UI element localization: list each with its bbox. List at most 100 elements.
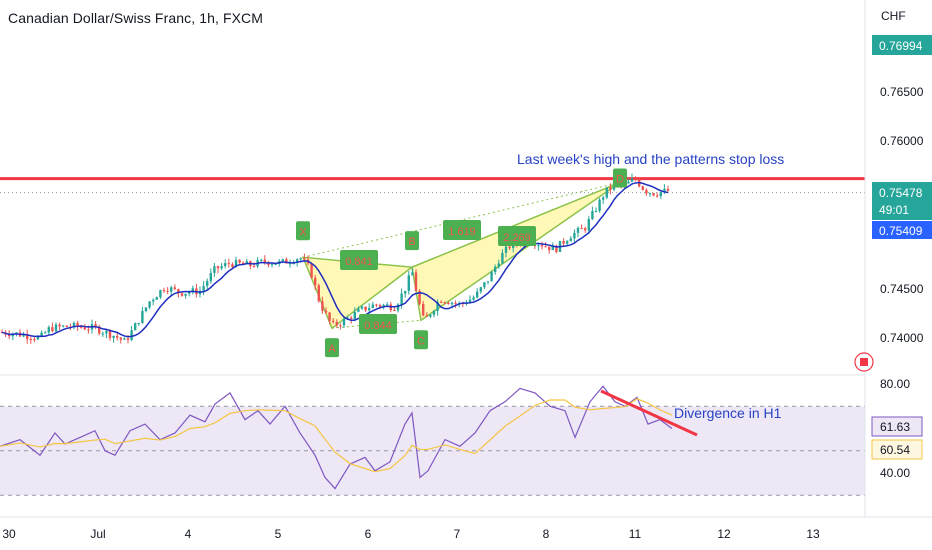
candle [472,297,475,300]
rsi-tag [871,416,923,437]
rsi-ma-tag-value: 60.54 [880,443,910,457]
candle [40,332,43,337]
candle [580,227,583,229]
candle [425,315,428,317]
candle [224,263,227,267]
candle [281,259,284,262]
candle [587,219,590,231]
rsi-tick: 80.00 [880,377,910,391]
price-tag-top-value: 0.76994 [879,39,923,53]
candle [418,290,421,304]
pattern-point-box [405,231,419,251]
candle [33,339,36,341]
candle [357,308,360,312]
candle [324,310,328,313]
candle [407,275,410,291]
candle [220,266,223,269]
divergence-annotation: Divergence in H1 [674,405,782,421]
price-pane [0,173,865,344]
candle [112,335,115,338]
candle [234,259,238,267]
ratio-label: 0.844 [364,320,392,332]
candle [443,302,446,304]
divergence-line [600,389,698,437]
ratio-label: 0.841 [345,256,373,268]
candle [454,302,457,304]
candle [486,281,490,283]
candle [216,266,220,269]
time-tick: 12 [717,527,731,541]
price-tag-countdown: 49:01 [879,203,909,217]
candle [184,293,187,296]
candle [562,240,565,244]
time-tick: 7 [454,527,461,541]
canada-flag-icon [860,358,868,366]
candle [180,293,184,296]
candle [429,314,432,317]
candle [508,246,511,249]
price-tag-ma-value: 0.75409 [879,224,923,238]
candle [648,193,652,195]
candle [231,264,234,267]
candle [346,317,349,319]
candle [191,288,194,293]
candle [483,282,486,288]
candle [321,301,324,311]
candle [177,288,180,294]
pattern-point-box [325,338,339,358]
candle [134,323,137,331]
chart-title: Canadian Dollar/Swiss Franc, 1h, FXCM [8,10,264,26]
ratio-box [498,226,536,246]
time-tick: 8 [543,527,550,541]
candle [339,325,342,327]
candle [206,281,209,286]
candle [119,337,122,340]
pattern-point-box [613,168,627,188]
candle [537,245,540,247]
candle [76,322,79,327]
time-tick: 6 [365,527,372,541]
ratio-box [340,250,378,270]
candle [627,181,630,184]
candle [656,195,659,197]
candle [242,262,245,265]
candle [65,325,68,327]
candle [576,227,580,233]
candle [47,327,50,333]
price-tag-ma [872,221,932,239]
candle [382,304,385,307]
candle [310,263,313,278]
candle [162,290,166,292]
candle [80,326,83,328]
ratio-box [359,314,397,334]
time-tick: 5 [275,527,282,541]
pattern-point-label: A [328,343,336,355]
rsi-tag-value: 61.63 [880,420,910,434]
pattern-point-box [296,221,310,241]
candle [202,285,205,291]
candle [148,301,151,308]
ratio-box [443,220,481,240]
candle [371,304,374,309]
candle [101,333,104,335]
candle [544,246,547,248]
candle [83,327,86,330]
candle [630,178,634,182]
candle [411,272,414,276]
rsi-tick: 40.00 [880,466,910,480]
candle [605,187,608,198]
candle [404,290,407,294]
candle [598,199,601,211]
candle [414,272,418,291]
candle [422,303,425,316]
candle [126,338,130,340]
candle [94,324,97,327]
candle [573,232,576,239]
candle [490,272,493,282]
candle [44,332,47,334]
candle [501,252,504,264]
candle [8,334,11,337]
candle [476,291,479,298]
